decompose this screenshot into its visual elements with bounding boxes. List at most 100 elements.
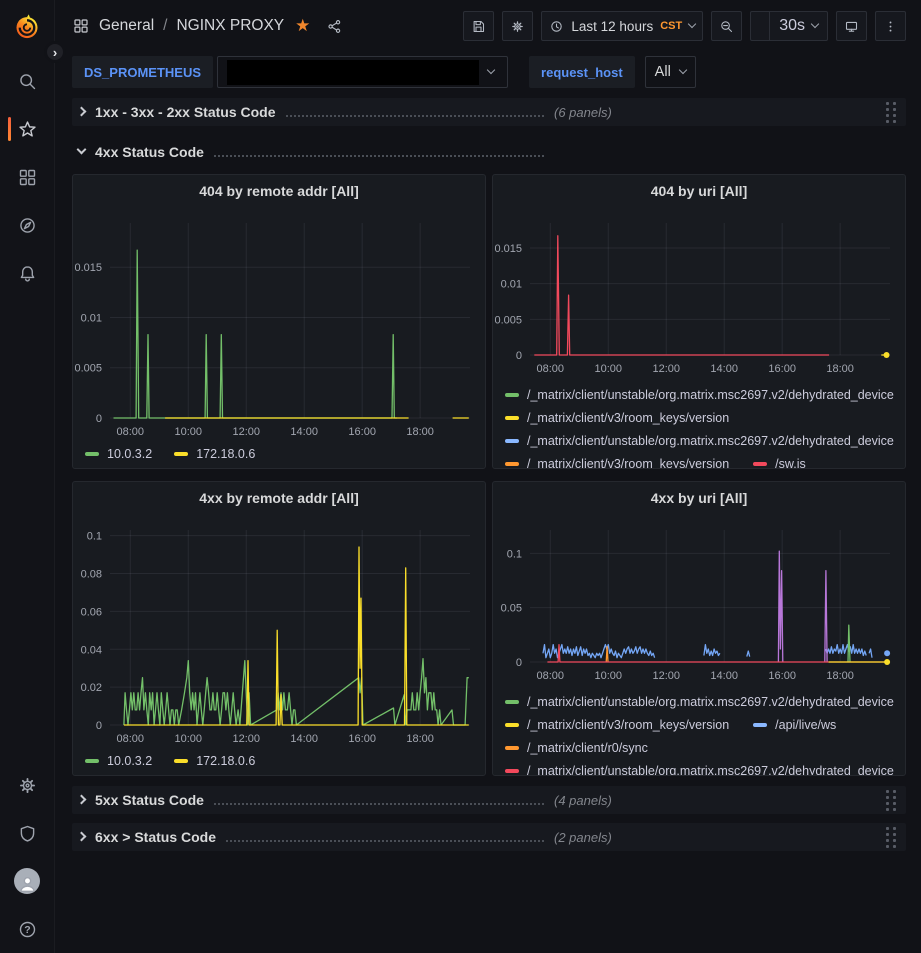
svg-text:18:00: 18:00	[406, 426, 434, 438]
legend-item[interactable]: /sw.js	[753, 456, 806, 468]
panel-count: (2 panels)	[554, 829, 612, 845]
legend-item[interactable]: 172.18.0.6	[174, 447, 255, 461]
dashboard-title[interactable]: NGINX PROXY	[176, 17, 285, 34]
refresh-button[interactable]	[751, 12, 769, 40]
panel-legend: 10.0.3.2 172.18.0.6	[85, 754, 255, 768]
sidebar-item-search[interactable]	[0, 57, 55, 105]
legend-label: /_matrix/client/v3/room_keys/version	[527, 718, 730, 732]
grafana-logo[interactable]	[13, 13, 41, 41]
share-button[interactable]	[319, 11, 349, 41]
svg-text:10:00: 10:00	[174, 733, 202, 745]
refresh-interval-dropdown[interactable]: 30s	[769, 12, 827, 40]
svg-text:0.08: 0.08	[81, 569, 102, 581]
panel-4xx-by-uri: 4xx by uri [All] 0 0.05 0.1 08:00 10:00 12:00…	[492, 481, 906, 776]
svg-text:0: 0	[516, 350, 522, 362]
chart-plot[interactable]: 0 0.005 0.01 0.015 08:00 10:00 12:00 14:00 16:00…	[493, 175, 905, 468]
chevron-down-icon	[687, 19, 697, 29]
legend-item[interactable]: /_matrix/client/unstable/org.matrix.msc2…	[505, 433, 894, 449]
chevron-down-icon	[486, 65, 496, 75]
panel-title[interactable]: 404 by remote addr [All]	[199, 183, 359, 199]
legend-swatch	[505, 723, 519, 727]
legend-swatch	[505, 700, 519, 704]
avatar	[14, 868, 40, 894]
sidebar-item-alerting[interactable]	[0, 249, 55, 297]
legend-label: /_matrix/client/unstable/org.matrix.msc2…	[527, 764, 894, 776]
panel-title[interactable]: 404 by uri [All]	[650, 183, 748, 199]
legend-item[interactable]: /_matrix/client/v3/room_keys/version	[505, 456, 729, 468]
dashboard-canvas: 1xx - 3xx - 2xx Status Code (6 panels) 4…	[55, 92, 921, 953]
svg-text:0.1: 0.1	[87, 531, 102, 543]
zoom-out-time-button[interactable]	[711, 11, 743, 41]
breadcrumb-section[interactable]: General	[99, 17, 155, 34]
legend-item[interactable]: /api/live/ws	[753, 717, 836, 733]
row-4xx[interactable]: 4xx Status Code	[72, 138, 906, 166]
sidebar-item-starred[interactable]	[0, 105, 55, 153]
row-title: 4xx Status Code	[95, 144, 204, 160]
row-6xx[interactable]: 6xx > Status Code (2 panels)	[72, 823, 906, 851]
compass-icon	[19, 217, 35, 233]
row-5xx[interactable]: 5xx Status Code (4 panels)	[72, 786, 906, 814]
legend-label: /_matrix/client/r0/sync	[527, 741, 648, 755]
variables-bar: DS_PROMETHEUS request_host All	[55, 52, 921, 92]
panel-4xx-by-remote-addr: 4xx by remote addr [All] 0 0.02 0.04 0.06 0.…	[72, 481, 486, 776]
panel-title[interactable]: 4xx by remote addr [All]	[199, 490, 359, 506]
legend-swatch	[505, 746, 519, 750]
legend-item[interactable]: /_matrix/client/v3/room_keys/version	[505, 717, 729, 733]
legend-item[interactable]: 10.0.3.2	[85, 754, 152, 768]
legend-swatch	[174, 452, 189, 456]
legend-item[interactable]: 10.0.3.2	[85, 447, 152, 461]
row-drag-handle[interactable]	[884, 100, 898, 125]
chevron-down-icon	[810, 19, 820, 29]
variable-select-ds-prometheus[interactable]	[217, 56, 509, 88]
chart-plot[interactable]: 0 0.005 0.01 0.015 08:00 10:00 12:00 14:00 16:00…	[73, 175, 485, 468]
chart-plot[interactable]: 0 0.05 0.1 08:00 10:00 12:00 14:00 16:00 18:00	[493, 482, 905, 775]
sidebar-item-profile[interactable]	[0, 857, 55, 905]
variable-select-request-host[interactable]: All	[644, 56, 696, 88]
dashboard-menu-button[interactable]	[875, 11, 906, 41]
legend-swatch	[505, 462, 519, 466]
sidebar-item-server-admin[interactable]	[0, 809, 55, 857]
svg-text:10:00: 10:00	[594, 363, 622, 375]
svg-text:0.1: 0.1	[507, 548, 522, 560]
panel-title[interactable]: 4xx by uri [All]	[650, 490, 748, 506]
svg-text:18:00: 18:00	[826, 670, 854, 682]
sidebar-item-help[interactable]: ?	[0, 905, 55, 953]
variable-label-ds-prometheus[interactable]: DS_PROMETHEUS	[72, 56, 214, 88]
dashboards-grid-icon	[19, 169, 35, 185]
sidebar-item-dashboards[interactable]	[0, 153, 55, 201]
monitor-icon	[845, 21, 858, 32]
svg-text:16:00: 16:00	[348, 426, 376, 438]
chart-plot[interactable]: 0 0.02 0.04 0.06 0.08 0.1 08:00 10:00 12:00 14:00…	[73, 482, 485, 775]
svg-text:14:00: 14:00	[710, 670, 738, 682]
legend-item[interactable]: /_matrix/client/unstable/org.matrix.msc2…	[505, 694, 894, 710]
dashboard-settings-button[interactable]	[502, 11, 534, 41]
time-range-picker[interactable]: Last 12 hours CST	[541, 11, 704, 41]
legend-label: /_matrix/client/v3/room_keys/version	[527, 411, 730, 425]
sidebar-item-configuration[interactable]	[0, 761, 55, 809]
legend-item[interactable]: /_matrix/client/r0/sync	[505, 740, 648, 756]
legend-item[interactable]: 172.18.0.6	[174, 754, 255, 768]
favorite-star-icon[interactable]: ★	[295, 16, 311, 35]
legend-swatch	[505, 393, 519, 397]
row-drag-handle[interactable]	[884, 788, 898, 813]
row-1xx-3xx-2xx[interactable]: 1xx - 3xx - 2xx Status Code (6 panels)	[72, 98, 906, 126]
svg-text:18:00: 18:00	[826, 363, 854, 375]
svg-text:08:00: 08:00	[537, 670, 565, 682]
sidebar-item-explore[interactable]	[0, 201, 55, 249]
chevron-down-icon	[76, 144, 87, 155]
svg-text:?: ?	[24, 924, 30, 936]
panel-404-by-remote-addr: 404 by remote addr [All] 0 0.005 0.01 0.015…	[72, 174, 486, 469]
active-indicator	[7, 117, 11, 141]
sidebar-expand-button[interactable]: ›	[44, 41, 66, 63]
legend-item[interactable]: /_matrix/client/unstable/org.matrix.msc2…	[505, 387, 894, 403]
variable-label-request-host[interactable]: request_host	[529, 56, 635, 88]
row-drag-handle[interactable]	[884, 825, 898, 850]
tv-kiosk-button[interactable]	[836, 11, 867, 41]
panel-404-by-uri: 404 by uri [All] 0 0.005 0.01 0.015 08:00 10:…	[492, 174, 906, 469]
panel-count: (4 panels)	[554, 792, 612, 808]
legend-item[interactable]: /_matrix/client/v3/room_keys/version	[505, 410, 729, 426]
save-dashboard-button[interactable]	[463, 11, 495, 41]
toolbar: Last 12 hours CST 30s	[463, 11, 906, 41]
redacted-variable-value	[227, 59, 480, 85]
legend-item[interactable]: /_matrix/client/unstable/org.matrix.msc2…	[505, 763, 894, 776]
